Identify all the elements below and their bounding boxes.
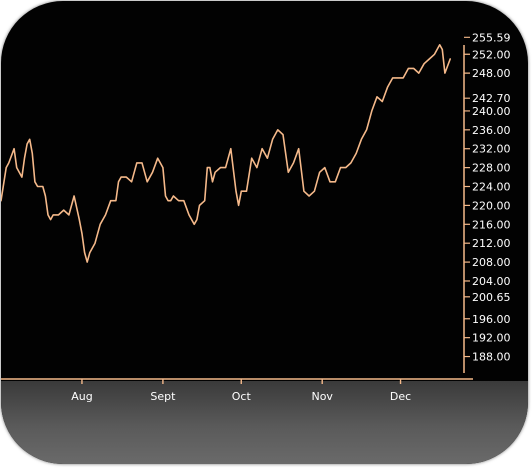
y-tick-label: 208.00 <box>472 256 511 269</box>
x-axis: Aug Sept Oct Nov Dec <box>1 378 473 403</box>
y-tick-label: 212.00 <box>472 237 511 250</box>
x-axis-band <box>1 381 528 464</box>
y-tick-label: 224.00 <box>472 181 511 194</box>
y-tick-label: 192.00 <box>472 332 511 345</box>
x-tick-label: Sept <box>150 390 176 403</box>
y-tick-label: 216.00 <box>472 218 511 231</box>
y-tick-label: 232.00 <box>472 143 511 156</box>
series-layer <box>1 43 452 263</box>
y-tick-label: 196.00 <box>472 313 511 326</box>
y-tick-label: 240.00 <box>472 105 511 118</box>
y-tick-label: 188.00 <box>472 351 511 364</box>
x-tick-label: Dec <box>390 390 411 403</box>
chart-frame: 255.59 252.00 248.00 242.70 240.00 236.00 232.… <box>1 1 528 464</box>
y-tick-label: 236.00 <box>472 124 511 137</box>
y-tick-label: 242.70 <box>472 92 511 105</box>
x-tick-label: Aug <box>71 390 92 403</box>
y-tick-label: 252.00 <box>472 48 511 61</box>
y-tick-label: 204.00 <box>472 275 511 288</box>
y-tick-label: 255.59 <box>472 31 511 44</box>
y-tick-label: 228.00 <box>472 162 511 175</box>
x-tick-label: Nov <box>311 390 333 403</box>
x-tick-label: Oct <box>232 390 252 403</box>
y-tick-label: 248.00 <box>472 67 511 80</box>
y-tick-label: 220.00 <box>472 199 511 212</box>
y-tick-label: 200.65 <box>472 291 511 304</box>
series-line-0 <box>1 43 452 263</box>
